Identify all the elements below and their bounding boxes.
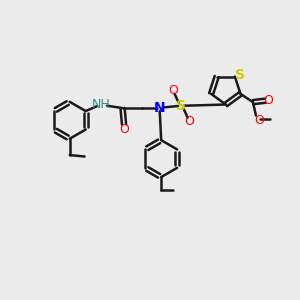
Text: O: O — [263, 94, 273, 106]
Text: O: O — [168, 84, 178, 97]
Text: O: O — [255, 114, 265, 128]
Text: S: S — [235, 68, 245, 82]
Text: NH: NH — [92, 98, 110, 111]
Text: O: O — [184, 115, 194, 128]
Text: S: S — [176, 99, 186, 113]
Text: N: N — [154, 101, 166, 115]
Text: O: O — [119, 123, 129, 136]
